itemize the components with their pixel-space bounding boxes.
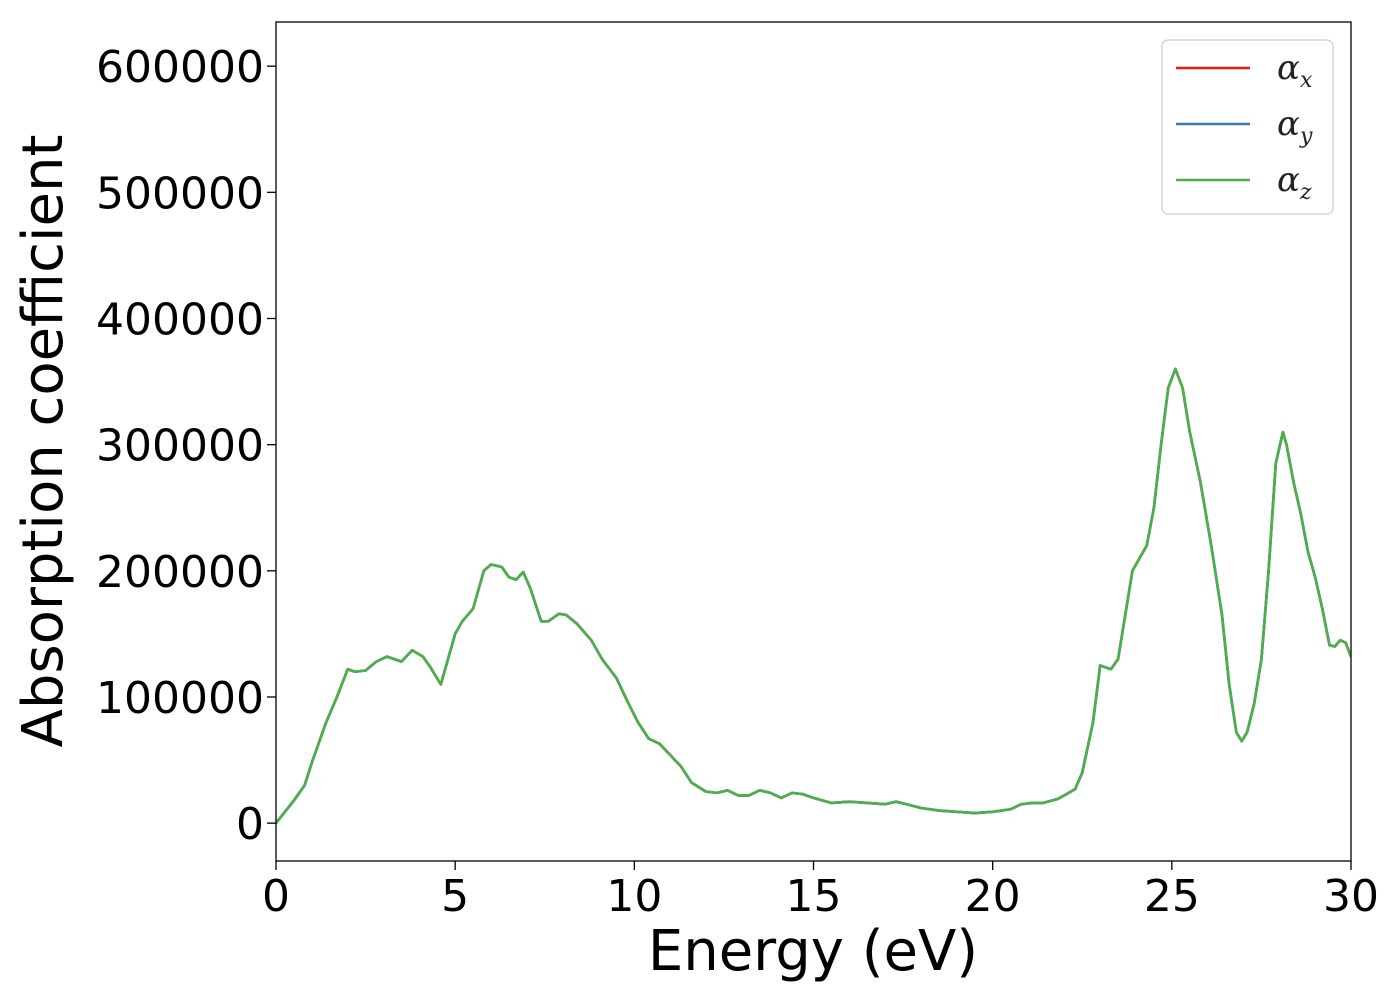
x-axis: 0 5 10 15 20 25 30 [262,861,1379,922]
x-tick-label: 25 [1144,871,1200,922]
series-line-alpha-z [276,367,1351,825]
y-tick-label: 100000 [96,673,264,724]
y-tick-label: 400000 [96,294,264,345]
x-tick-label: 15 [786,871,842,922]
y-tick-label: 200000 [96,547,264,598]
y-tick-label: 500000 [96,168,264,219]
legend-items: αx αy αz [1176,48,1313,205]
legend-frame [1161,39,1334,215]
legend-label: αy [1277,104,1313,149]
x-tick-label: 30 [1323,871,1379,922]
y-tick-label: 300000 [96,421,264,472]
y-tick-label: 600000 [96,42,264,93]
y-axis-title: Absorption coefficient [11,135,76,748]
x-tick-label: 20 [965,871,1021,922]
y-axis: 0 100000 200000 300000 400000 500000 600000 [96,42,276,850]
x-tick-label: 5 [441,871,469,922]
legend-label: αz [1277,160,1312,205]
x-tick-label: 10 [606,871,662,922]
legend-label: αx [1277,48,1313,93]
legend: αx αy αz [1161,39,1334,215]
x-axis-title: Energy (eV) [648,919,978,984]
x-tick-label: 0 [262,871,290,922]
series-layer [276,367,1351,825]
y-tick-label: 0 [236,799,264,850]
